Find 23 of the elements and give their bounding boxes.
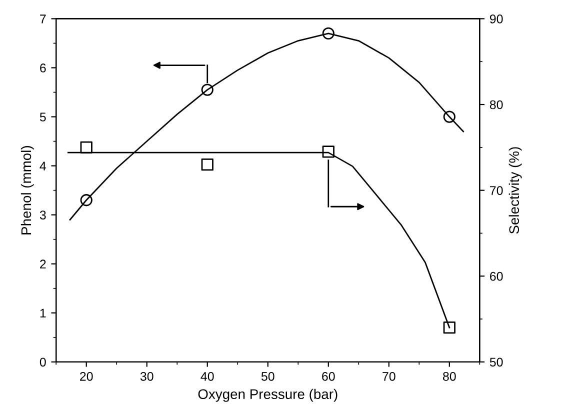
x-tick-label: 80 — [442, 372, 456, 381]
y-tick-label: 6 — [40, 64, 46, 72]
y2-tick-label: 70 — [490, 186, 503, 195]
y-tick-label: 3 — [40, 210, 46, 220]
y2-tick-label: 50 — [490, 358, 503, 367]
y-tick-label: 1 — [40, 308, 46, 318]
y-tick-label: 0 — [40, 358, 46, 367]
y-tick-label: 4 — [40, 162, 46, 170]
y-tick-label: 2 — [40, 260, 46, 268]
x-tick-label: 30 — [140, 372, 154, 381]
y2-tick-label: 80 — [490, 100, 503, 110]
x-tick-label: 50 — [261, 372, 274, 381]
y2-tick-label: 90 — [490, 14, 503, 24]
x-tick-label: 70 — [382, 372, 396, 381]
y-axis-title: Phenol (mmol) — [20, 146, 34, 234]
y2-tick-label: 60 — [490, 272, 503, 281]
x-tick-label: 40 — [200, 372, 214, 381]
y-tick-label: 5 — [40, 112, 46, 122]
x-tick-label: 20 — [80, 372, 93, 381]
x-tick-label: 60 — [322, 372, 335, 381]
y-tick-label: 7 — [40, 14, 46, 24]
x-axis-title: Oxygen Pressure (bar) — [198, 388, 338, 402]
y2-axis-title: Selectivity (%) — [508, 147, 522, 234]
